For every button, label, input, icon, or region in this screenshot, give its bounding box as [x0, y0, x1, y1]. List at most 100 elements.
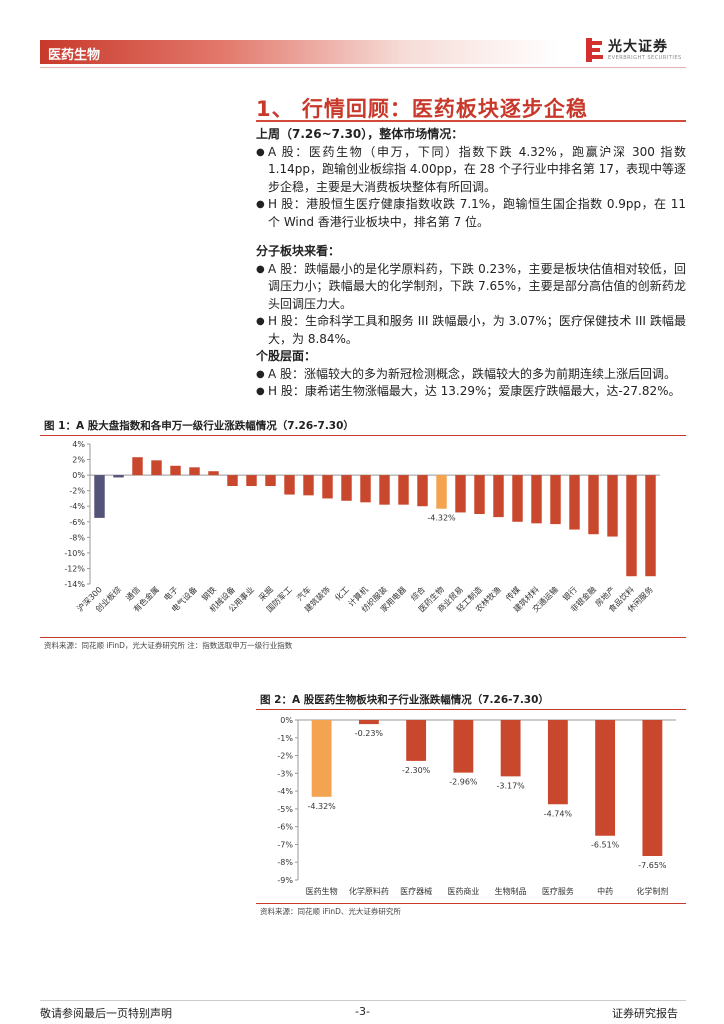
data-label: -3.17% — [496, 781, 525, 790]
x-category-label: 医疗服务 — [542, 886, 574, 896]
bar — [208, 471, 219, 476]
fig2-title-rule — [256, 709, 686, 710]
y-tick-label: -4% — [277, 787, 293, 796]
data-label: -6.51% — [591, 841, 620, 850]
y-tick-label: 0% — [280, 716, 293, 725]
bar — [360, 475, 371, 503]
y-tick-label: -1% — [277, 734, 293, 743]
bar — [453, 720, 474, 773]
subsector-heading: 分子板块来看： — [256, 244, 341, 258]
y-tick-label: -7% — [277, 840, 293, 849]
subsector-h-bullet: H 股：生命科学工具和服务 III 跌幅最小，为 3.07%；医疗保健技术 II… — [256, 313, 686, 348]
y-tick-label: -8% — [69, 533, 85, 542]
header-section-label: 医药生物 — [48, 48, 101, 63]
fig2-bottom-rule — [256, 903, 686, 904]
y-tick-label: -5% — [277, 805, 293, 814]
bar — [151, 460, 162, 476]
section-title: 1、 行情回顾：医药板块逐步企稳 — [256, 97, 588, 121]
stocks-h-bullet: H 股：康希诺生物涨幅最大，达 13.29%；爱康医疗跌幅最大，达-27.82%… — [256, 383, 686, 401]
bar — [512, 475, 523, 522]
logo: 光大证券 EVERBRIGHT SECURITIES — [586, 36, 686, 66]
logo-name: 光大证券 — [608, 39, 668, 55]
bar — [246, 475, 257, 486]
fig1-title: 图 1：A 股大盘指数和各申万一级行业涨跌幅情况（7.26-7.30） — [44, 420, 354, 432]
footer-report-type: 证券研究报告 — [612, 1007, 678, 1020]
bar — [531, 475, 542, 524]
y-tick-label: -14% — [64, 580, 85, 589]
bar — [94, 475, 105, 518]
x-category-label: 医疗器械 — [400, 886, 432, 896]
y-tick-label: -10% — [64, 549, 85, 558]
y-tick-label: -6% — [69, 518, 85, 527]
footer-disclaimer: 敬请参阅最后一页特别声明 — [40, 1007, 172, 1020]
y-tick-label: -12% — [64, 564, 85, 573]
y-tick-label: -9% — [277, 876, 293, 885]
fig2-source: 资料来源：同花顺 iFinD、光大证券研究所 — [260, 907, 401, 916]
market-a-bullet: A 股：医药生物（申万，下同）指数下跌 4.32%，跑赢沪深 300 指数 1.… — [256, 144, 686, 197]
fig2-title: 图 2：A 股医药生物板块和子行业涨跌幅情况（7.26-7.30） — [260, 694, 549, 706]
bar — [455, 475, 466, 513]
bar — [588, 475, 599, 535]
data-label: -2.30% — [402, 766, 431, 775]
bar — [406, 720, 427, 761]
y-tick-label: -3% — [277, 769, 293, 778]
x-category-label: 中药 — [597, 886, 613, 896]
x-category-label: 化学制剂 — [636, 886, 668, 896]
bar — [645, 475, 656, 577]
bar — [227, 475, 238, 486]
data-label: -4.32% — [427, 514, 456, 523]
y-tick-label: 2% — [72, 456, 85, 465]
footer-page-number: -3- — [355, 1005, 370, 1018]
bar — [595, 720, 616, 836]
bar — [474, 475, 485, 514]
bar — [500, 720, 521, 777]
data-label: -0.23% — [355, 729, 384, 738]
data-label: -2.96% — [449, 778, 478, 787]
x-category-label: 生物制品 — [495, 886, 527, 896]
bar — [436, 475, 447, 509]
data-label: -4.74% — [544, 809, 573, 818]
fig1-source: 资料来源：同花顺 iFinD，光大证券研究所 注：指数选取申万一级行业指数 — [44, 641, 293, 650]
bar — [626, 475, 637, 577]
y-tick-label: -6% — [277, 823, 293, 832]
bar — [132, 457, 143, 476]
y-tick-label: -2% — [277, 752, 293, 761]
y-tick-label: -4% — [69, 502, 85, 511]
bar — [398, 475, 409, 505]
x-category-label: 化学原料药 — [349, 886, 389, 896]
bar — [642, 720, 663, 856]
x-category-label: 医药生物 — [306, 886, 338, 896]
fig1-bottom-rule — [40, 637, 686, 638]
bar — [170, 465, 181, 476]
data-label: -4.32% — [307, 802, 336, 811]
bar — [303, 475, 314, 496]
y-tick-label: 4% — [72, 440, 85, 449]
bar — [113, 475, 124, 478]
bar — [550, 475, 561, 525]
fig1-chart: 4%2%0%-2%-4%-6%-8%-10%-12%-14%沪深300创业板综通… — [64, 440, 660, 614]
bar — [311, 720, 332, 797]
fig2-chart: 0% -1% -2% -3% -4% -5% -6% -7% -8% -9% 医药生物 -4.32% 化… — [277, 716, 676, 896]
y-tick-label: -2% — [69, 487, 85, 496]
bar — [569, 475, 580, 530]
bar — [547, 720, 568, 805]
logo-mark-icon — [586, 38, 603, 62]
logo-sub: EVERBRIGHT SECURITIES — [608, 55, 682, 61]
body-text: 上周（7.26~7.30），整体市场情况： A 股：医药生物（申万，下同）指数下… — [256, 126, 686, 401]
section-title-underline — [256, 120, 686, 122]
data-label: -7.65% — [638, 861, 667, 870]
bar — [284, 475, 295, 495]
y-tick-label: -8% — [277, 858, 293, 867]
bar — [493, 475, 504, 518]
bar — [358, 720, 379, 725]
bar — [341, 475, 352, 501]
market-heading: 上周（7.26~7.30），整体市场情况： — [256, 127, 464, 141]
footer-rule — [40, 1000, 686, 1001]
bar — [417, 475, 428, 507]
subsector-a-bullet: A 股：跌幅最小的是化学原料药，下跌 0.23%，主要是板块估值相对较低，回调压… — [256, 261, 686, 314]
x-category-label: 医药商业 — [447, 886, 479, 896]
bar — [265, 475, 276, 486]
stocks-heading: 个股层面： — [256, 349, 317, 363]
fig1-title-rule — [40, 435, 686, 436]
y-tick-label: 0% — [72, 471, 85, 480]
